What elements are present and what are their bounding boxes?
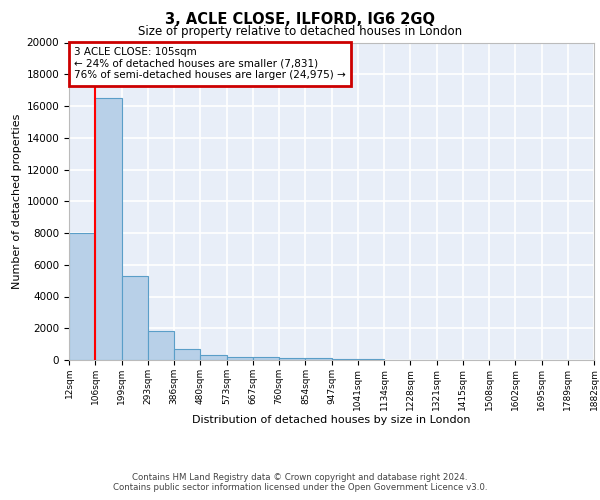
Bar: [121, 276, 148, 360]
Bar: [148, 332, 174, 360]
Bar: [305, 358, 331, 360]
Text: Size of property relative to detached houses in London: Size of property relative to detached ho…: [138, 25, 462, 38]
Text: 3, ACLE CLOSE, ILFORD, IG6 2GQ: 3, ACLE CLOSE, ILFORD, IG6 2GQ: [165, 12, 435, 28]
Bar: [227, 356, 253, 360]
Y-axis label: Number of detached properties: Number of detached properties: [13, 114, 22, 289]
X-axis label: Distribution of detached houses by size in London: Distribution of detached houses by size …: [192, 416, 471, 426]
Bar: [95, 98, 121, 360]
Bar: [253, 358, 279, 360]
Bar: [279, 358, 305, 360]
Bar: [331, 359, 358, 360]
Bar: [200, 355, 227, 360]
Text: 3 ACLE CLOSE: 105sqm
← 24% of detached houses are smaller (7,831)
76% of semi-de: 3 ACLE CLOSE: 105sqm ← 24% of detached h…: [74, 48, 346, 80]
Bar: [174, 349, 200, 360]
Text: Contains HM Land Registry data © Crown copyright and database right 2024.
Contai: Contains HM Land Registry data © Crown c…: [113, 473, 487, 492]
Bar: [69, 233, 95, 360]
